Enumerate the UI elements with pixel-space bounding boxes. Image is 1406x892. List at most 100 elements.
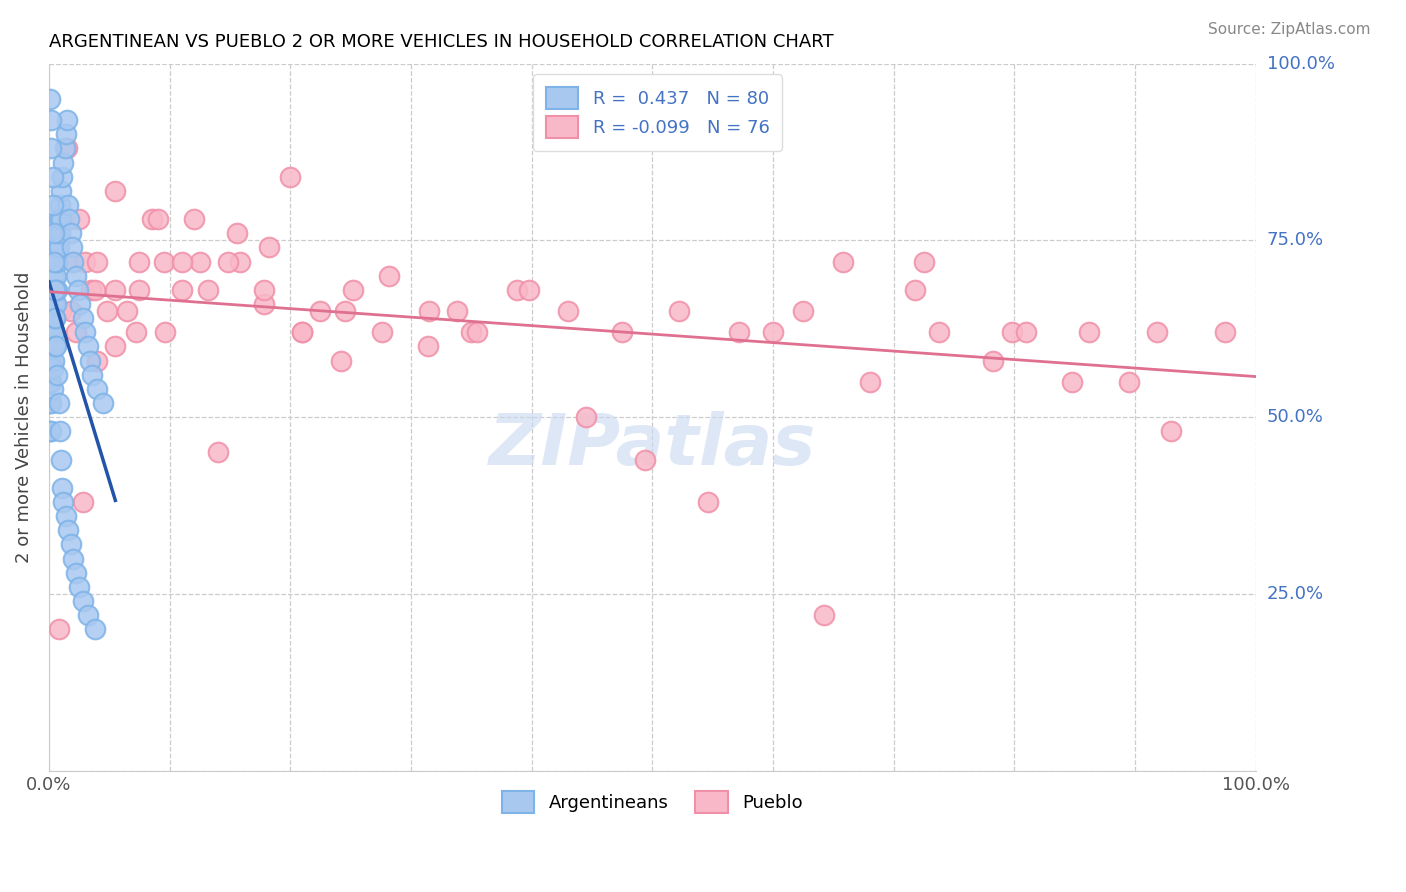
Point <box>62 254 84 268</box>
Point <box>228 254 250 268</box>
Point <box>66 283 89 297</box>
Point <box>46 254 69 268</box>
Point <box>41 169 63 184</box>
Point <box>39 424 62 438</box>
Point <box>41 396 63 410</box>
Point <box>42 325 65 339</box>
Text: ZIPatlas: ZIPatlas <box>489 411 815 480</box>
Point <box>41 382 63 396</box>
Point <box>728 325 751 339</box>
Point <box>41 304 63 318</box>
Text: 50.0%: 50.0% <box>1267 409 1323 426</box>
Point <box>45 339 67 353</box>
Point <box>39 92 62 106</box>
Point <box>668 304 690 318</box>
Point <box>146 212 169 227</box>
Point <box>170 283 193 297</box>
Point <box>41 141 63 155</box>
Point <box>45 297 67 311</box>
Point <box>76 608 98 623</box>
Point <box>58 212 80 227</box>
Text: ARGENTINEAN VS PUEBLO 2 OR MORE VEHICLES IN HOUSEHOLD CORRELATION CHART: ARGENTINEAN VS PUEBLO 2 OR MORE VEHICLES… <box>49 33 834 51</box>
Point <box>48 396 70 410</box>
Point <box>792 304 814 318</box>
Point <box>904 283 927 297</box>
Text: Source: ZipAtlas.com: Source: ZipAtlas.com <box>1208 22 1371 37</box>
Point <box>75 254 97 268</box>
Point <box>42 254 65 268</box>
Text: 75.0%: 75.0% <box>1267 231 1324 249</box>
Point <box>1015 325 1038 339</box>
Point <box>83 622 105 636</box>
Point <box>1160 424 1182 438</box>
Point <box>128 283 150 297</box>
Point <box>928 325 950 339</box>
Point <box>342 283 364 297</box>
Point <box>467 325 489 339</box>
Point <box>58 198 80 212</box>
Point <box>45 240 67 254</box>
Point <box>41 304 63 318</box>
Point <box>49 304 72 318</box>
Point <box>1215 325 1237 339</box>
Point <box>696 495 718 509</box>
Point <box>152 254 174 268</box>
Point <box>858 375 880 389</box>
Point <box>188 254 211 268</box>
Point <box>96 304 118 318</box>
Point <box>128 254 150 268</box>
Point <box>76 339 98 353</box>
Y-axis label: 2 or more Vehicles in Household: 2 or more Vehicles in Household <box>15 271 32 563</box>
Point <box>1062 375 1084 389</box>
Point <box>981 353 1004 368</box>
Point <box>42 353 65 368</box>
Point <box>48 212 70 227</box>
Point <box>813 608 835 623</box>
Point <box>65 325 87 339</box>
Point <box>46 368 69 382</box>
Point <box>207 445 229 459</box>
Point <box>49 184 72 198</box>
Point <box>69 297 91 311</box>
Point <box>46 283 69 297</box>
Point <box>197 283 219 297</box>
Point <box>72 594 94 608</box>
Point <box>56 141 79 155</box>
Point <box>48 240 70 254</box>
Text: 25.0%: 25.0% <box>1267 585 1324 603</box>
Point <box>39 396 62 410</box>
Point <box>56 113 79 128</box>
Point <box>41 375 63 389</box>
Point <box>912 254 935 268</box>
Point <box>67 212 90 227</box>
Point <box>60 240 83 254</box>
Point <box>333 304 356 318</box>
Point <box>91 396 114 410</box>
Point <box>378 268 401 283</box>
Point <box>141 212 163 227</box>
Point <box>44 254 66 268</box>
Point <box>506 283 529 297</box>
Point <box>39 325 62 339</box>
Point <box>59 304 82 318</box>
Point <box>67 580 90 594</box>
Point <box>49 424 72 438</box>
Point <box>45 268 67 283</box>
Point <box>44 283 66 297</box>
Text: 100.0%: 100.0% <box>1267 54 1334 72</box>
Point <box>41 424 63 438</box>
Point <box>51 481 73 495</box>
Point <box>117 304 139 318</box>
Point <box>86 353 108 368</box>
Point <box>253 297 276 311</box>
Point <box>41 353 63 368</box>
Point <box>52 155 75 169</box>
Point <box>65 566 87 580</box>
Point <box>48 622 70 636</box>
Point <box>575 410 598 425</box>
Point <box>39 353 62 368</box>
Point <box>634 452 657 467</box>
Point <box>418 304 440 318</box>
Point <box>49 226 72 240</box>
Point <box>1118 375 1140 389</box>
